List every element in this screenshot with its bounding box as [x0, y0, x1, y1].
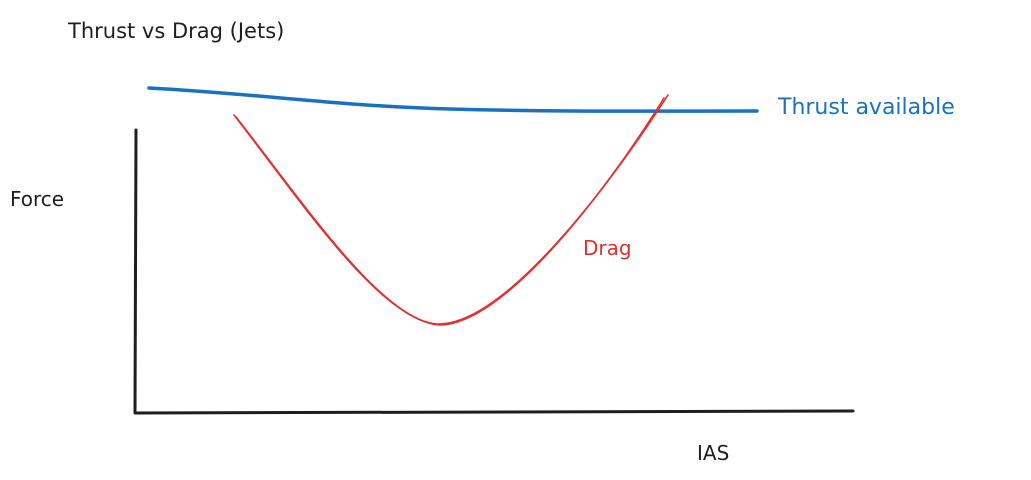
- drag-curve-stroke-2: [235, 97, 665, 326]
- x-axis-label: IAS: [697, 441, 729, 465]
- thrust-available-label: Thrust available: [777, 95, 955, 120]
- axes: [133, 128, 855, 415]
- diagram-title: Thrust vs Drag (Jets): [67, 19, 284, 43]
- drag-label: Drag: [583, 236, 632, 260]
- y-axis-label: Force: [10, 187, 64, 211]
- drag-curve-stroke-1: [233, 94, 669, 325]
- thrust-available-curve: [147, 86, 759, 113]
- y-axis: [133, 128, 138, 414]
- x-axis: [133, 409, 855, 415]
- drag-curve: [233, 94, 669, 326]
